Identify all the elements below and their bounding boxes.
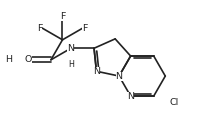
- Text: O: O: [24, 55, 32, 64]
- Text: H: H: [68, 60, 74, 69]
- Text: N: N: [127, 92, 134, 101]
- Text: F: F: [83, 24, 88, 33]
- Text: Cl: Cl: [170, 99, 179, 108]
- Text: N: N: [116, 72, 123, 81]
- Text: H: H: [5, 55, 12, 64]
- Text: N: N: [93, 67, 100, 76]
- Text: F: F: [60, 12, 65, 21]
- Text: F: F: [37, 24, 42, 33]
- Text: N: N: [67, 44, 74, 53]
